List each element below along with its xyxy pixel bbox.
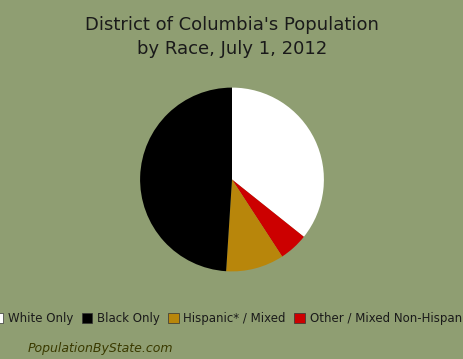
Text: PopulationByState.com: PopulationByState.com xyxy=(28,342,173,355)
Legend: White Only, Black Only, Hispanic* / Mixed, Other / Mixed Non-Hispanic: White Only, Black Only, Hispanic* / Mixe… xyxy=(0,307,463,330)
Wedge shape xyxy=(232,88,323,237)
Wedge shape xyxy=(225,180,282,271)
Wedge shape xyxy=(140,88,232,271)
Title: District of Columbia's Population
by Race, July 1, 2012: District of Columbia's Population by Rac… xyxy=(85,16,378,57)
Wedge shape xyxy=(232,180,303,257)
